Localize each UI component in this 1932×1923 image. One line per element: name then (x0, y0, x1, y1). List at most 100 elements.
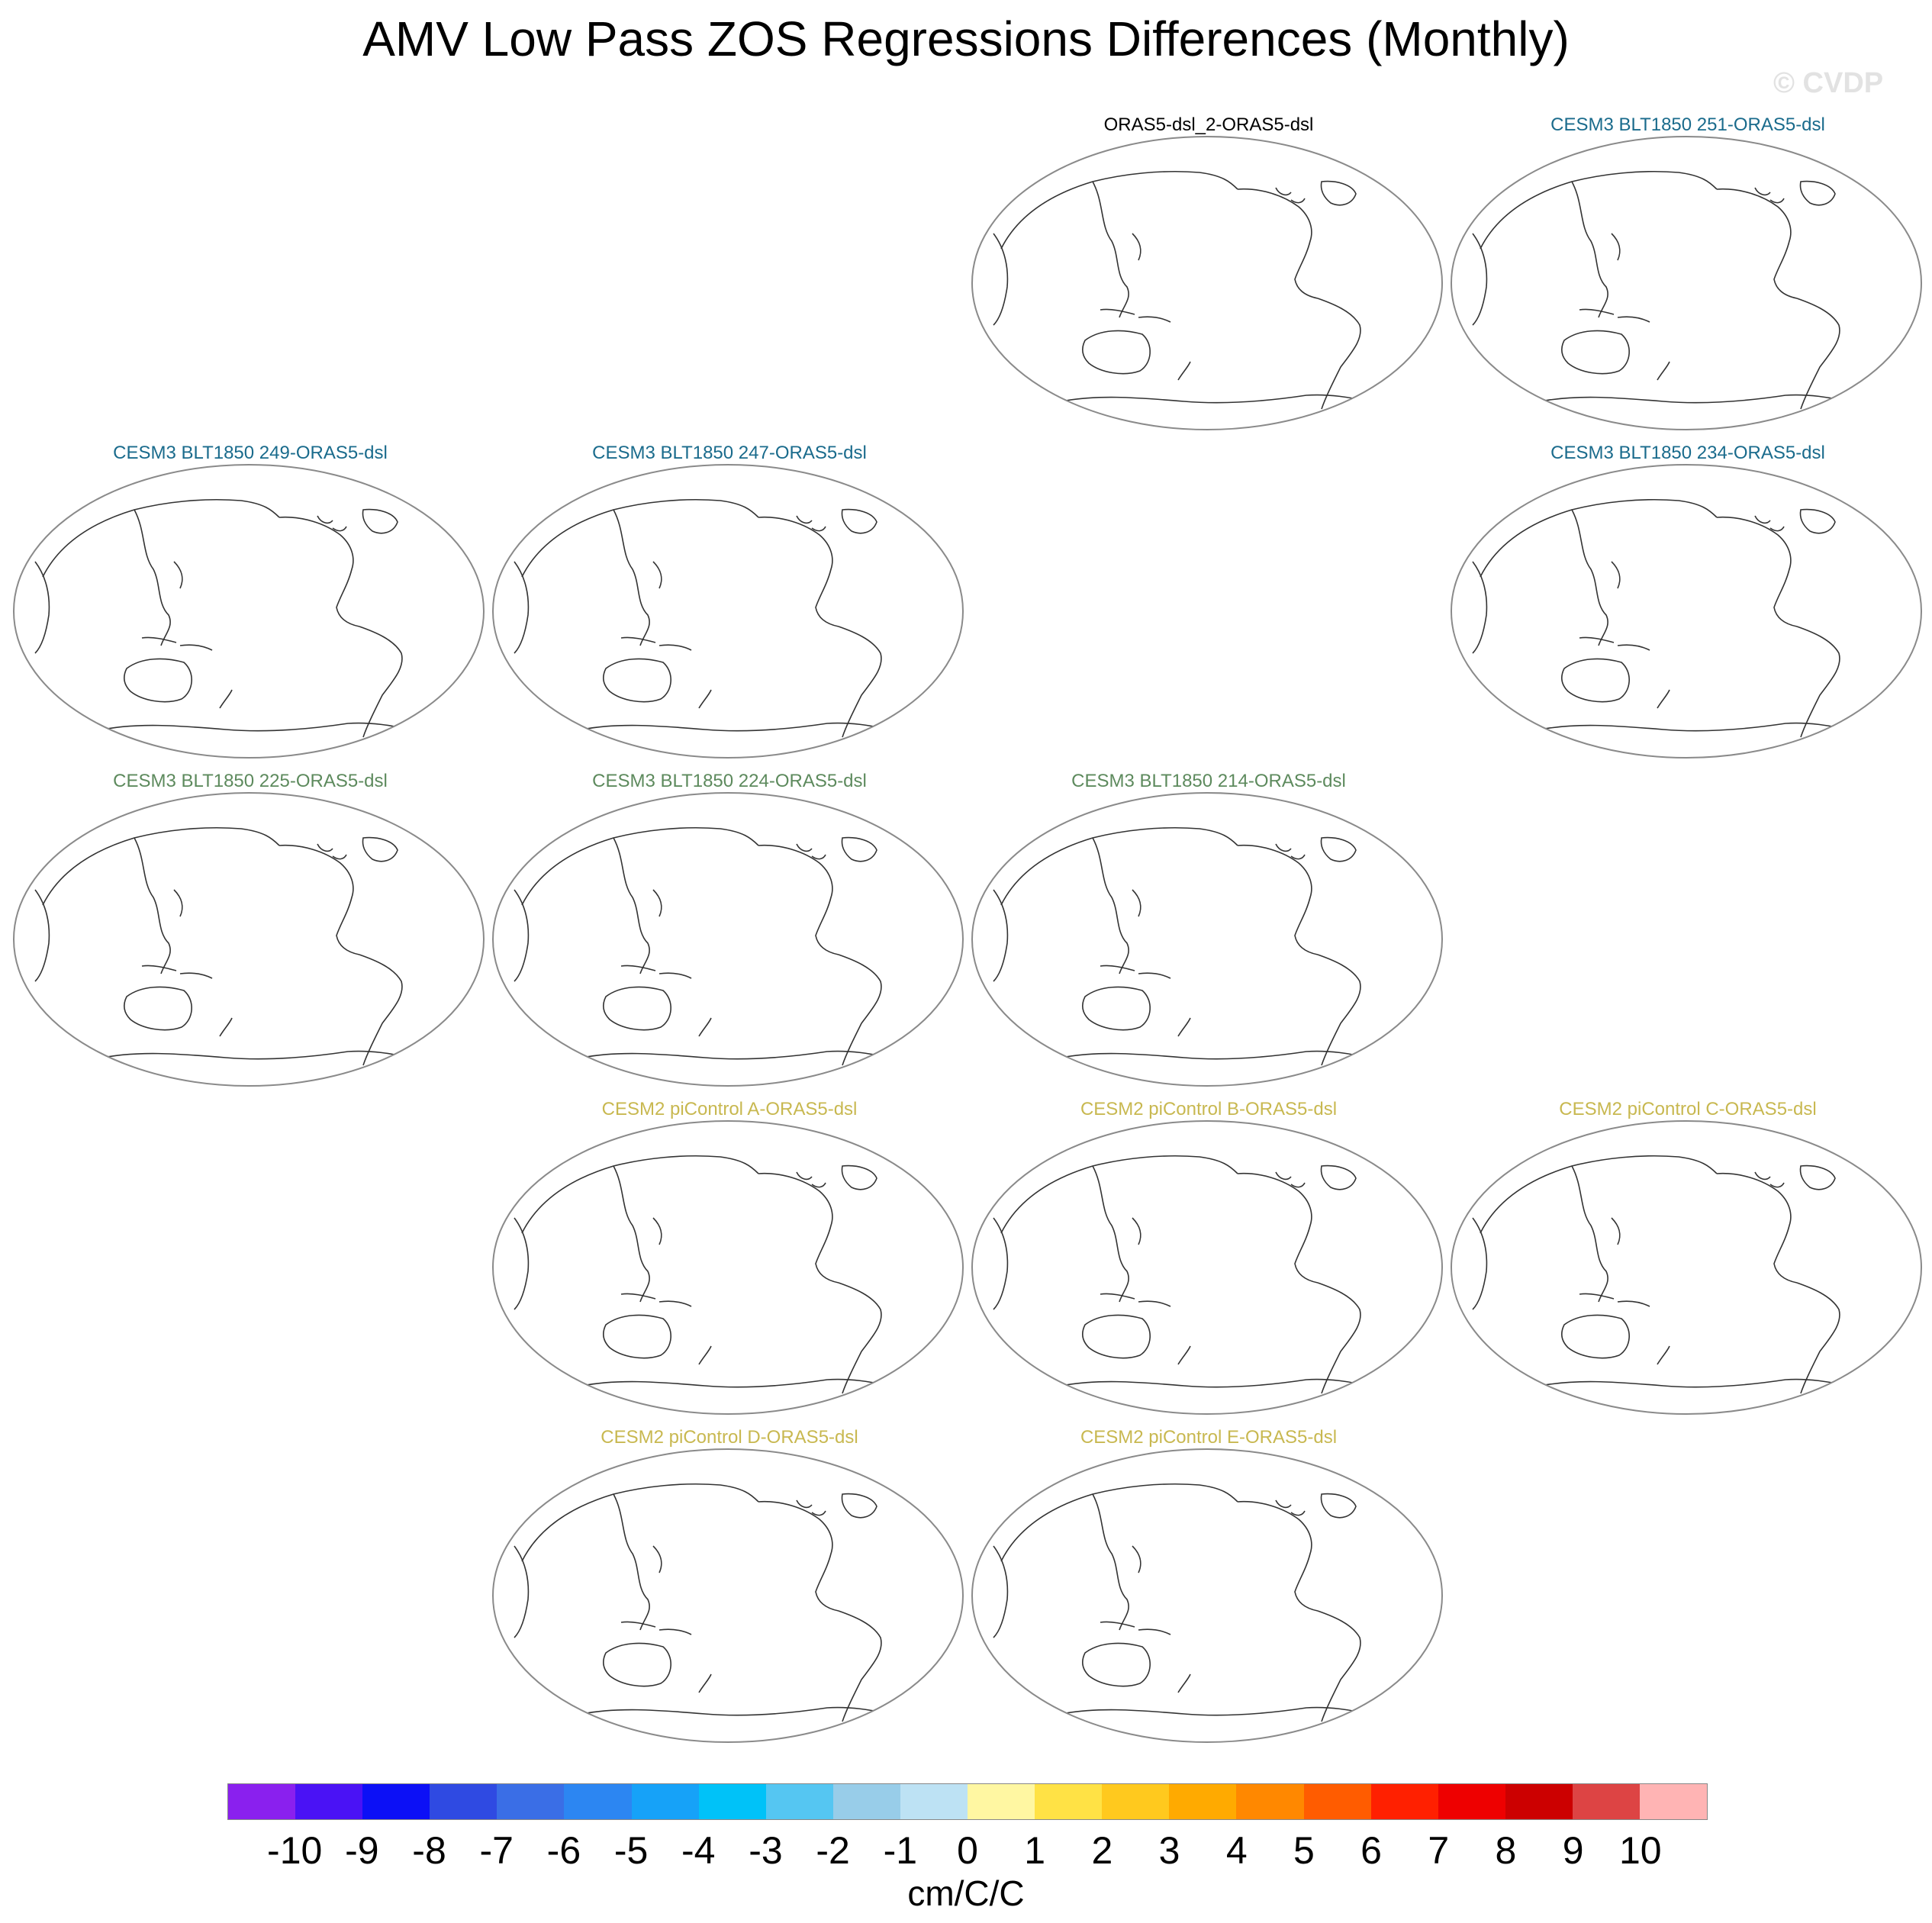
colorbar-box (430, 1784, 497, 1819)
coastline (1275, 843, 1306, 860)
colorbar-box (1102, 1784, 1170, 1819)
colorbar-box (1035, 1784, 1103, 1819)
coastline (1092, 1493, 1129, 1631)
coastline (514, 1545, 530, 1638)
coastline (123, 658, 192, 703)
coastline (1275, 187, 1306, 204)
coastlines (993, 826, 1368, 1066)
coastline (1054, 1706, 1368, 1716)
world-map (1451, 136, 1922, 430)
panel-title: ORAS5-dsl_2-ORAS5-dsl (1103, 114, 1314, 135)
coastline (1100, 1293, 1171, 1307)
coastline (1054, 394, 1368, 404)
coastline (1132, 233, 1141, 261)
panel-title: CESM2 piControl C-ORAS5-dsl (1559, 1099, 1817, 1119)
coastline (95, 1050, 410, 1060)
coastline (575, 722, 889, 732)
coastline (602, 658, 671, 703)
coastline (1533, 1378, 1847, 1388)
coastline (1317, 954, 1361, 1066)
coastline (1571, 1165, 1608, 1303)
colorbar-box (295, 1784, 363, 1819)
coastline (95, 722, 410, 732)
colorbar-box (1370, 1784, 1438, 1819)
coastline (362, 508, 398, 534)
coastline (575, 1706, 889, 1716)
coastline (1611, 233, 1621, 261)
coastline (993, 1217, 1009, 1310)
coastline (620, 636, 692, 651)
map-panel: CESM3 BLT1850 225-ORAS5-dsl (12, 771, 488, 1091)
coastlines (1472, 498, 1847, 738)
coastline (838, 626, 882, 738)
coastline (758, 1500, 839, 1612)
coastline (796, 843, 826, 860)
colorbar-tick-label: 8 (1495, 1829, 1517, 1872)
coastline (1177, 1345, 1191, 1365)
coastlines (1472, 170, 1847, 410)
coastline (1320, 1164, 1357, 1190)
coastline (1092, 1165, 1129, 1303)
coastline (1092, 837, 1129, 974)
colorbar-tick-label: 7 (1428, 1829, 1450, 1872)
world-map (13, 464, 485, 759)
coastline (1054, 1050, 1368, 1060)
coastline (1320, 836, 1357, 862)
coastline (993, 233, 1009, 326)
coastline (514, 889, 530, 982)
coastline (219, 689, 233, 709)
coastline (698, 1673, 712, 1693)
coastline (1799, 180, 1836, 206)
coastline (1100, 965, 1171, 979)
coastline (698, 1345, 712, 1365)
coastline (838, 1610, 882, 1722)
coastline (34, 561, 50, 654)
coastline (613, 1165, 650, 1303)
coastline (1796, 298, 1840, 410)
panel-title: CESM2 piControl E-ORAS5-dsl (1080, 1427, 1338, 1448)
panel-title: CESM2 piControl A-ORAS5-dsl (601, 1099, 858, 1119)
colorbar-tick-label: 5 (1293, 1829, 1315, 1872)
colorbar-tick-label: -3 (749, 1829, 783, 1872)
coastline (796, 515, 826, 532)
coastline (359, 626, 403, 738)
coastline (652, 1217, 662, 1245)
coastline (1000, 1155, 1238, 1234)
coastline (1472, 233, 1488, 326)
coastline (1571, 509, 1608, 646)
coastline (1560, 1314, 1630, 1359)
map-border (971, 136, 1443, 430)
panel-title: CESM3 BLT1850 234-ORAS5-dsl (1550, 443, 1825, 463)
panel-title: CESM2 piControl B-ORAS5-dsl (1080, 1099, 1338, 1119)
watermark: © CVDP (1773, 67, 1884, 99)
colorbar-box (968, 1784, 1035, 1819)
map-border (1451, 464, 1922, 759)
world-map (13, 792, 485, 1087)
coastline (521, 1155, 759, 1234)
coastline (1533, 394, 1847, 404)
coastline (698, 1017, 712, 1037)
coastline (1000, 1483, 1238, 1562)
map-border (13, 464, 485, 759)
panel-title: CESM3 BLT1850 224-ORAS5-dsl (592, 771, 867, 791)
coastline (1796, 626, 1840, 738)
coastline (993, 889, 1009, 982)
coastline (514, 1217, 530, 1310)
coastline (1081, 1642, 1151, 1687)
colorbar-box (631, 1784, 699, 1819)
colorbar-box (1236, 1784, 1304, 1819)
map-border (13, 792, 485, 1087)
coastline (1177, 361, 1191, 381)
coastline (1480, 170, 1718, 250)
colorbar-tick-label: 10 (1619, 1829, 1662, 1872)
coastline (841, 1164, 877, 1190)
world-map (971, 792, 1443, 1087)
colorbar-box (564, 1784, 632, 1819)
map-border (492, 1120, 964, 1415)
coastline (1132, 889, 1141, 917)
world-map (971, 1120, 1443, 1415)
colorbar-tick-label: -6 (546, 1829, 581, 1872)
colorbar-tick-label: 6 (1360, 1829, 1382, 1872)
coastline (219, 1017, 233, 1037)
map-panel: CESM3 BLT1850 251-ORAS5-dsl (1450, 114, 1926, 435)
